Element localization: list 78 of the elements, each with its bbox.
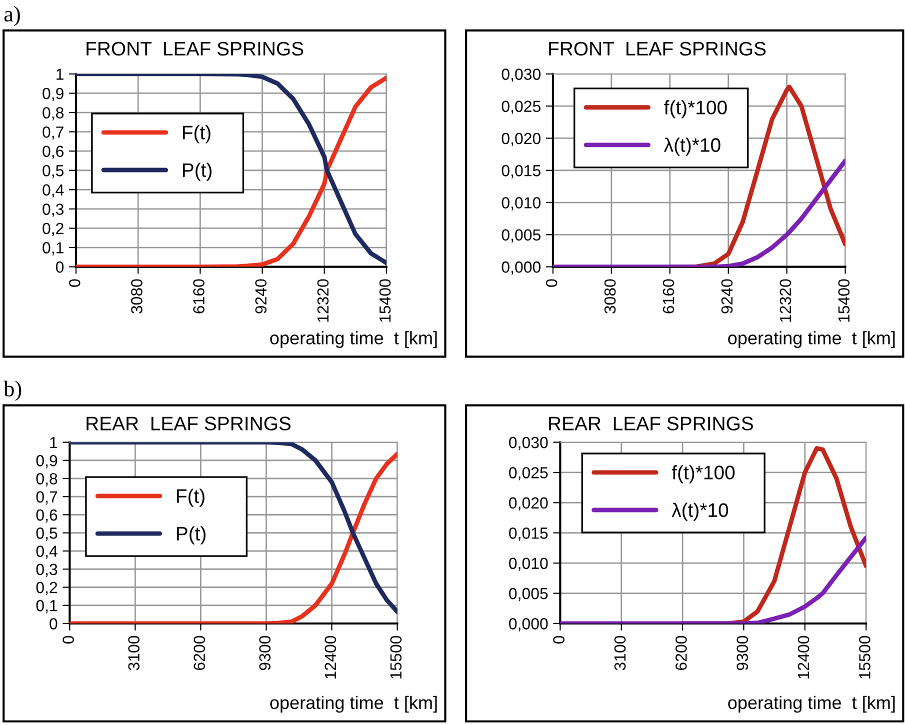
chart-title: FRONT LEAF SPRINGS (86, 42, 304, 56)
y-tick-label: 0,8 (42, 107, 64, 120)
x-tick-label: 3100 (128, 636, 140, 670)
y-tick-label: 0,005 (509, 588, 548, 602)
y-tick-label: 0,4 (36, 546, 58, 559)
x-axis-title: operating time t [km] (270, 696, 437, 713)
legend-label: P(t) (177, 526, 206, 544)
y-tick-label: 0,025 (502, 100, 540, 114)
x-tick-label: 12400 (324, 636, 336, 678)
x-axis-title: operating time t [km] (728, 696, 895, 713)
y-tick-label: 0,030 (502, 68, 541, 82)
y-tick-label: 0,7 (36, 491, 58, 504)
x-tick-label: 12320 (780, 279, 792, 322)
legend-label: f(t)*100 (664, 100, 727, 118)
y-tick-label: 1 (56, 68, 64, 80)
x-tick-label: 15500 (859, 636, 870, 678)
x-tick-label: 3080 (604, 279, 616, 314)
x-tick-label: 12400 (798, 636, 810, 678)
legend-label: P(t) (182, 162, 212, 181)
y-tick-label: 0,5 (42, 165, 64, 178)
y-tick-label: 0,000 (509, 618, 548, 632)
y-tick-label: 0,015 (502, 165, 540, 178)
x-tick-label: 0 (553, 636, 564, 644)
y-tick-label: 0,6 (42, 146, 64, 159)
x-tick-label: 3100 (614, 636, 626, 670)
x-axis-title: operating time t [km] (728, 331, 895, 348)
text: b) (4, 380, 22, 401)
x-tick-label: 15400 (838, 279, 850, 322)
chart-title: REAR LEAF SPRINGS (86, 416, 291, 430)
y-tick-label: 0,2 (36, 582, 58, 596)
x-tick-label: 9240 (721, 279, 733, 314)
chart-title: REAR LEAF SPRINGS (549, 416, 754, 430)
x-tick-label: 6200 (676, 636, 687, 670)
y-tick-label: 0,9 (36, 455, 58, 468)
y-tick-label: 0,005 (502, 229, 540, 242)
y-tick-label: 0,010 (509, 558, 548, 571)
x-tick-label: 12320 (317, 279, 329, 322)
y-tick-label: 0,1 (42, 242, 64, 256)
y-tick-label: 0,1 (36, 600, 58, 614)
legend-label: λ(t)*10 (664, 138, 720, 156)
y-tick-label: 0,6 (36, 509, 58, 523)
y-tick-label: 0,000 (502, 261, 541, 275)
y-tick-label: 0 (56, 261, 64, 273)
y-tick-label: 1 (50, 437, 58, 448)
x-tick-label: 0 (68, 279, 80, 287)
y-tick-label: 0,3 (42, 204, 64, 217)
x-axis-title: operating time t [km] (270, 331, 437, 348)
y-tick-label: 0,020 (502, 132, 541, 146)
x-tick-label: 9300 (736, 636, 748, 670)
y-tick-label: 0,8 (36, 473, 58, 486)
x-tick-label: 15500 (390, 636, 402, 678)
y-tick-label: 0,025 (509, 467, 548, 480)
chart-title: FRONT LEAF SPRINGS (549, 42, 766, 56)
x-tick-label: 6200 (194, 636, 206, 670)
text: a) (4, 6, 20, 26)
y-tick-label: 0,7 (42, 126, 64, 140)
legend-label: F(t) (182, 125, 210, 144)
x-tick-label: 15400 (379, 279, 391, 322)
x-tick-label: 6160 (193, 279, 204, 314)
legend-label: λ(t)*10 (672, 502, 728, 521)
legend-label: F(t) (177, 488, 204, 507)
y-tick-label: 0,015 (509, 528, 548, 541)
y-tick-label: 0,2 (42, 222, 64, 236)
y-tick-label: 0,010 (502, 197, 541, 210)
y-tick-label: 0,5 (36, 528, 58, 541)
legend-label: f(t)*100 (672, 465, 735, 484)
x-tick-label: 9240 (255, 279, 267, 314)
y-tick-label: 0 (50, 618, 58, 630)
y-tick-label: 0,020 (509, 497, 548, 510)
y-tick-label: 0,3 (36, 564, 58, 577)
y-tick-label: 0,4 (42, 184, 64, 198)
x-tick-label: 0 (546, 279, 558, 287)
x-tick-label: 0 (62, 636, 74, 644)
x-tick-label: 3080 (131, 279, 142, 314)
x-tick-label: 9300 (259, 636, 271, 670)
x-tick-label: 6160 (662, 279, 674, 314)
y-tick-label: 0,9 (42, 88, 64, 102)
y-tick-label: 0,030 (509, 436, 548, 450)
